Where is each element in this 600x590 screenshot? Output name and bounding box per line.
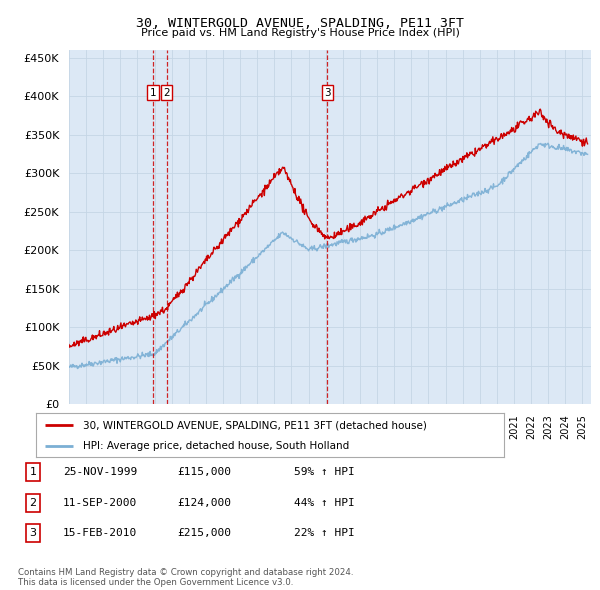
Text: 11-SEP-2000: 11-SEP-2000 — [63, 498, 137, 507]
Text: 1: 1 — [29, 467, 37, 477]
Text: 44% ↑ HPI: 44% ↑ HPI — [294, 498, 355, 507]
Text: 2: 2 — [163, 88, 170, 97]
Text: £115,000: £115,000 — [177, 467, 231, 477]
Text: 22% ↑ HPI: 22% ↑ HPI — [294, 529, 355, 538]
Text: Contains HM Land Registry data © Crown copyright and database right 2024.
This d: Contains HM Land Registry data © Crown c… — [18, 568, 353, 587]
Text: 59% ↑ HPI: 59% ↑ HPI — [294, 467, 355, 477]
Text: 1: 1 — [149, 88, 156, 97]
Text: Price paid vs. HM Land Registry's House Price Index (HPI): Price paid vs. HM Land Registry's House … — [140, 28, 460, 38]
Text: 30, WINTERGOLD AVENUE, SPALDING, PE11 3FT (detached house): 30, WINTERGOLD AVENUE, SPALDING, PE11 3F… — [83, 421, 427, 430]
Text: HPI: Average price, detached house, South Holland: HPI: Average price, detached house, Sout… — [83, 441, 349, 451]
Text: 30, WINTERGOLD AVENUE, SPALDING, PE11 3FT: 30, WINTERGOLD AVENUE, SPALDING, PE11 3F… — [136, 17, 464, 30]
Text: £215,000: £215,000 — [177, 529, 231, 538]
Text: £124,000: £124,000 — [177, 498, 231, 507]
Text: 3: 3 — [324, 88, 331, 97]
Text: 3: 3 — [29, 529, 37, 538]
Text: 2: 2 — [29, 498, 37, 507]
Text: 25-NOV-1999: 25-NOV-1999 — [63, 467, 137, 477]
Text: 15-FEB-2010: 15-FEB-2010 — [63, 529, 137, 538]
